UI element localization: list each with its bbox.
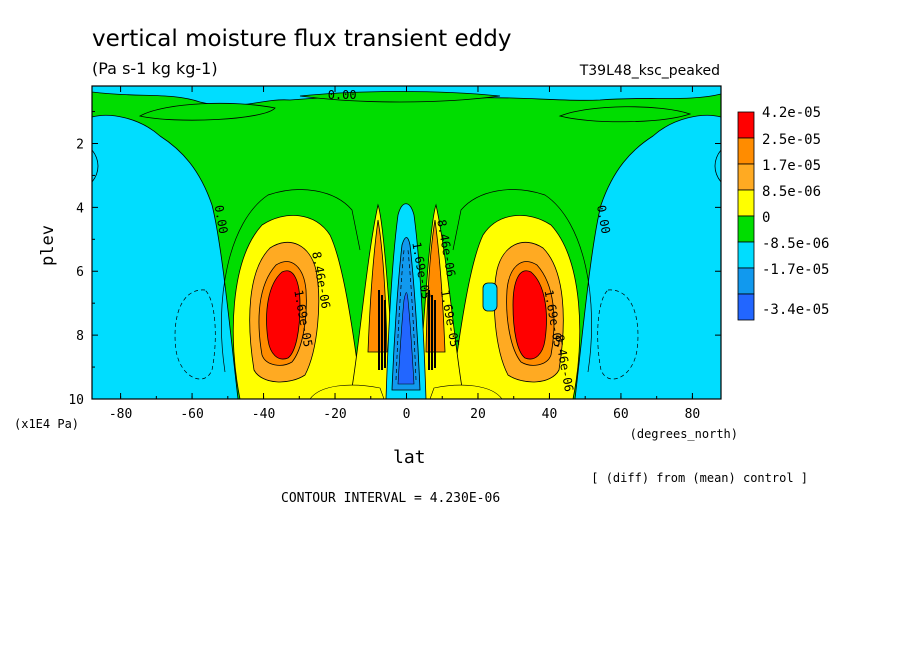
x-tick-label-0: -80 (109, 407, 132, 422)
legend-label-2: 1.7e-05 (762, 158, 821, 174)
region-orange-strip-right (425, 219, 446, 353)
legend-swatch-3 (737, 189, 755, 217)
y-tick-label-4: 10 (68, 393, 84, 408)
x-tick-label-3: -20 (323, 407, 346, 422)
chart-units: (Pa s-1 kg kg-1) (92, 59, 218, 78)
legend-swatch-4 (737, 215, 755, 243)
y-tick-label-3: 8 (76, 329, 84, 344)
y-axis: 2 4 6 8 10 (68, 111, 721, 408)
x-tick-label-1: -60 (180, 407, 203, 422)
x-axis-units: (degrees_north) (630, 427, 738, 441)
region-negative-plume-core (397, 292, 415, 385)
y-tick-label-0: 2 (76, 137, 84, 152)
legend-label-7: -3.4e-05 (762, 302, 829, 318)
legend-swatch-1 (737, 137, 755, 165)
chart-title: vertical moisture flux transient eddy (92, 26, 511, 52)
legend-label-1: 2.5e-05 (762, 132, 821, 148)
contour-interval: CONTOUR INTERVAL = 4.230E-06 (281, 491, 500, 506)
y-tick-label-1: 4 (76, 201, 84, 216)
x-tick-label-4: 0 (403, 407, 411, 422)
region-negative-east (574, 114, 721, 399)
dense-contours-right (428, 290, 436, 370)
region-red-right (512, 270, 547, 360)
legend-swatch-2 (737, 163, 755, 191)
x-tick-label-7: 60 (613, 407, 629, 422)
contour-label-1: 0.00 (212, 204, 231, 235)
contour-dashed-center (395, 249, 417, 381)
x-axis: -80 -60 -40 -20 0 20 40 60 80 (109, 86, 700, 422)
region-cyan-cell-22n (482, 282, 498, 312)
legend-label-3: 8.5e-06 (762, 184, 821, 200)
legend-label-4: 0 (762, 210, 770, 226)
x-tick-label-2: -40 (252, 407, 275, 422)
contour-label-2: 0.00 (594, 204, 613, 235)
y-tick-label-2: 6 (76, 265, 84, 280)
region-red-left (266, 270, 301, 360)
legend-swatch-7 (737, 293, 755, 321)
dense-contours-left (378, 290, 386, 370)
x-axis-label: lat (393, 447, 426, 468)
run-label: T39L48_ksc_peaked (579, 63, 720, 79)
legend-label-0: 4.2e-05 (762, 105, 821, 121)
x-tick-label-5: 20 (470, 407, 486, 422)
contour-label-0: 0.00 (328, 88, 357, 102)
y-axis-label: plev (38, 225, 58, 266)
region-negative-west (92, 114, 239, 399)
x-tick-label-8: 80 (685, 407, 701, 422)
diff-note: [ (diff) from (mean) control ] (591, 471, 808, 485)
legend-swatch-0 (737, 111, 755, 139)
contour-line-right (452, 189, 592, 373)
legend: 4.2e-05 2.5e-05 1.7e-05 8.5e-06 0 -8.5e-06 -1.… (737, 105, 829, 321)
region-green-cell-top-right (558, 106, 692, 123)
region-green-cell-top-mid (299, 91, 501, 103)
region-yellow-base (309, 384, 503, 399)
region-green-cell-top-left (138, 102, 276, 121)
legend-label-6: -1.7e-05 (762, 262, 829, 278)
x-tick-label-6: 40 (542, 407, 558, 422)
legend-swatch-5 (737, 241, 755, 269)
contour-field: 0.000.00 0.008.46e-061.69e-058.46e-061.69… (92, 86, 721, 399)
y-axis-units: (x1E4 Pa) (14, 417, 79, 431)
legend-label-5: -8.5e-06 (762, 236, 829, 252)
contour-line-left (221, 189, 361, 373)
legend-swatch-6 (737, 267, 755, 295)
